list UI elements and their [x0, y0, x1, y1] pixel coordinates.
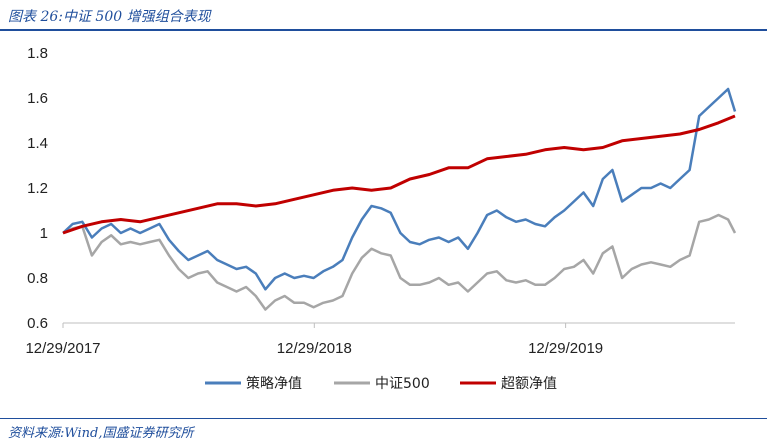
series-line-1	[62, 87, 737, 291]
x-tick-label: 12/29/2018	[277, 340, 352, 357]
y-tick-label: 1.2	[27, 180, 48, 197]
series-line-3	[62, 114, 736, 235]
y-tick-label: 0.6	[27, 315, 48, 332]
line-chart: 1.8 1.6 1.4 1.2 1 0.8 0.6 12/29/2017 12/29/2018 1…	[25, 45, 737, 392]
x-tick-label: 12/29/2019	[528, 340, 603, 357]
chart-series	[62, 87, 737, 311]
legend-label: 中证500	[375, 376, 430, 392]
y-tick-label: 1	[40, 225, 48, 242]
title-rule	[0, 29, 767, 31]
chart-legend: 策略净值 中证500 超额净值	[205, 375, 557, 392]
chart-axes: 1.8 1.6 1.4 1.2 1 0.8 0.6 12/29/2017 12/29/2018 1…	[25, 45, 735, 357]
source-note: 资料来源:Wind,国盛证券研究所	[8, 426, 194, 441]
y-tick-label: 1.6	[27, 90, 48, 107]
x-tick-label: 12/29/2017	[25, 340, 100, 357]
y-tick-label: 1.4	[27, 135, 48, 152]
figure-title: 图表 26:中证 500 增强组合表现	[8, 9, 211, 25]
legend-label: 超额净值	[501, 376, 557, 392]
series-line-2	[62, 213, 737, 311]
y-tick-label: 1.8	[27, 45, 48, 62]
legend-label: 策略净值	[246, 375, 302, 392]
source-rule	[0, 418, 767, 419]
y-tick-label: 0.8	[27, 270, 48, 287]
